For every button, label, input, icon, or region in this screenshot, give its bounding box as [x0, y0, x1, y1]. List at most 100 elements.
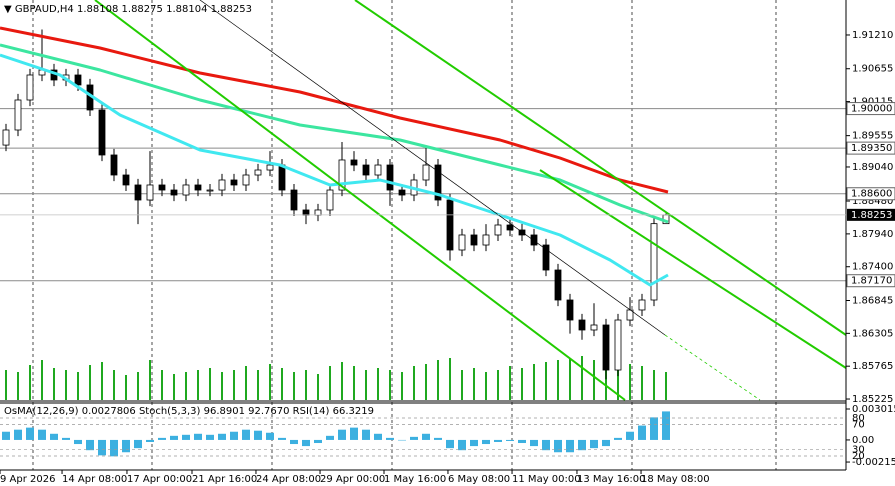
y-tick-label: 1.90655 [852, 64, 893, 75]
osma-bar [458, 439, 466, 451]
osma-bar [98, 439, 106, 456]
level-label: 1.87170 [851, 276, 892, 287]
candle-body [494, 224, 502, 236]
y-tick-label: 1.88480 [852, 196, 893, 207]
osma-bar [290, 439, 298, 445]
osma-bar [38, 429, 46, 440]
x-tick-label: 6 May 08:00 [448, 474, 510, 485]
y-tick-label: 1.86305 [852, 328, 893, 339]
y2-tick-label: 0.00 [852, 435, 874, 446]
ohlc-open: 1.88108 [77, 4, 118, 15]
candle-body [446, 199, 454, 251]
candle-body [314, 209, 322, 216]
candle-body [530, 234, 538, 246]
symbol: GBPAUD,H4 [15, 4, 74, 15]
osma-bar [530, 439, 538, 447]
osma-bar [470, 439, 478, 447]
level-label: 1.90000 [851, 104, 892, 115]
osma-bar [362, 429, 370, 440]
candle-body [458, 234, 466, 251]
x-tick-label: 24 Apr 08:00 [256, 474, 321, 485]
osma-bar [86, 439, 94, 451]
candle-body [650, 223, 658, 301]
osma-bar [278, 437, 286, 440]
ohlc-close: 1.88253 [211, 4, 252, 15]
label-layer: 1.912101.906551.901151.895551.890401.884… [0, 30, 895, 485]
osma-bar [122, 439, 130, 453]
osma-bar [26, 427, 34, 440]
candle-body [386, 164, 394, 191]
candle-body [230, 179, 238, 186]
stoch-level-label: 80 [852, 413, 865, 424]
osma-bar [506, 439, 514, 441]
osma-bar [230, 431, 238, 440]
osma-bar [254, 430, 262, 440]
x-tick-label: 18 May 08:00 [641, 474, 710, 485]
level-label: 1.88600 [851, 189, 892, 200]
osma-bar [266, 432, 274, 440]
osma-bar [2, 431, 10, 440]
candle-body [602, 324, 610, 371]
level-box [846, 274, 895, 288]
y-tick-label: 1.89555 [852, 131, 893, 142]
level-box [846, 141, 895, 155]
candle-body [614, 319, 622, 371]
y2-tick-label: -0.002154 [852, 457, 895, 468]
osma-bar [614, 437, 622, 440]
x-tick-label: 13 May 16:00 [577, 474, 646, 485]
stoch-level-label: 70 [852, 419, 865, 430]
osma-bar [554, 439, 562, 453]
osma-bar [242, 429, 250, 440]
moving-average [0, 43, 669, 224]
trend-lines [94, 0, 847, 401]
osma-bar [482, 439, 490, 445]
channel-line [94, 0, 626, 401]
candle-body [590, 324, 598, 331]
stoch-level-label: 30 [852, 445, 865, 456]
candle-body [266, 164, 274, 171]
osma-bar [326, 435, 334, 440]
osma-bar [410, 436, 418, 440]
osma-bar [650, 417, 658, 440]
osma-bar [170, 435, 178, 440]
candle-body [134, 184, 142, 201]
osma-bar [518, 439, 526, 444]
osma-bar [110, 439, 118, 457]
osma-bar [542, 439, 550, 451]
candle-body [98, 109, 106, 156]
x-tick-label: 29 Apr 00:00 [320, 474, 385, 485]
y-tick-label: 1.87940 [852, 229, 893, 240]
osma-bar [350, 427, 358, 440]
candle-body [194, 184, 202, 191]
osma-bar [302, 439, 310, 447]
osma-bar [314, 439, 322, 444]
osma-bar [158, 437, 166, 440]
indicator-label: OsMA(12,26,9) 0.0027806 Stoch(5,3,3) 96.… [4, 406, 374, 417]
osma-bar [662, 411, 670, 440]
osma-bar [590, 439, 598, 449]
candle-body [254, 169, 262, 176]
x-tick-label: 17 Apr 00:00 [127, 474, 192, 485]
trend-extension [664, 334, 761, 401]
y-tick-label: 1.86845 [852, 295, 893, 306]
candle-body [362, 164, 370, 176]
moving-average [0, 26, 669, 194]
osma-bar [422, 433, 430, 440]
osma-bar [494, 439, 502, 442]
y-tick-label: 1.87400 [852, 262, 893, 273]
osma-bar [386, 437, 394, 440]
osma-bar [74, 439, 82, 445]
osma-bar [206, 434, 214, 440]
plot-layer [0, 26, 846, 457]
symbol-label: ▼ GBPAUD,H4 1.88108 1.88275 1.88104 1.88… [4, 4, 252, 15]
candle-body [290, 189, 298, 211]
ohlc-high: 1.88275 [122, 4, 163, 15]
osma-bar [626, 431, 634, 440]
osma-bar [446, 439, 454, 449]
osma-bar [50, 433, 58, 440]
osma-bar [338, 429, 346, 440]
candle-body [170, 189, 178, 196]
